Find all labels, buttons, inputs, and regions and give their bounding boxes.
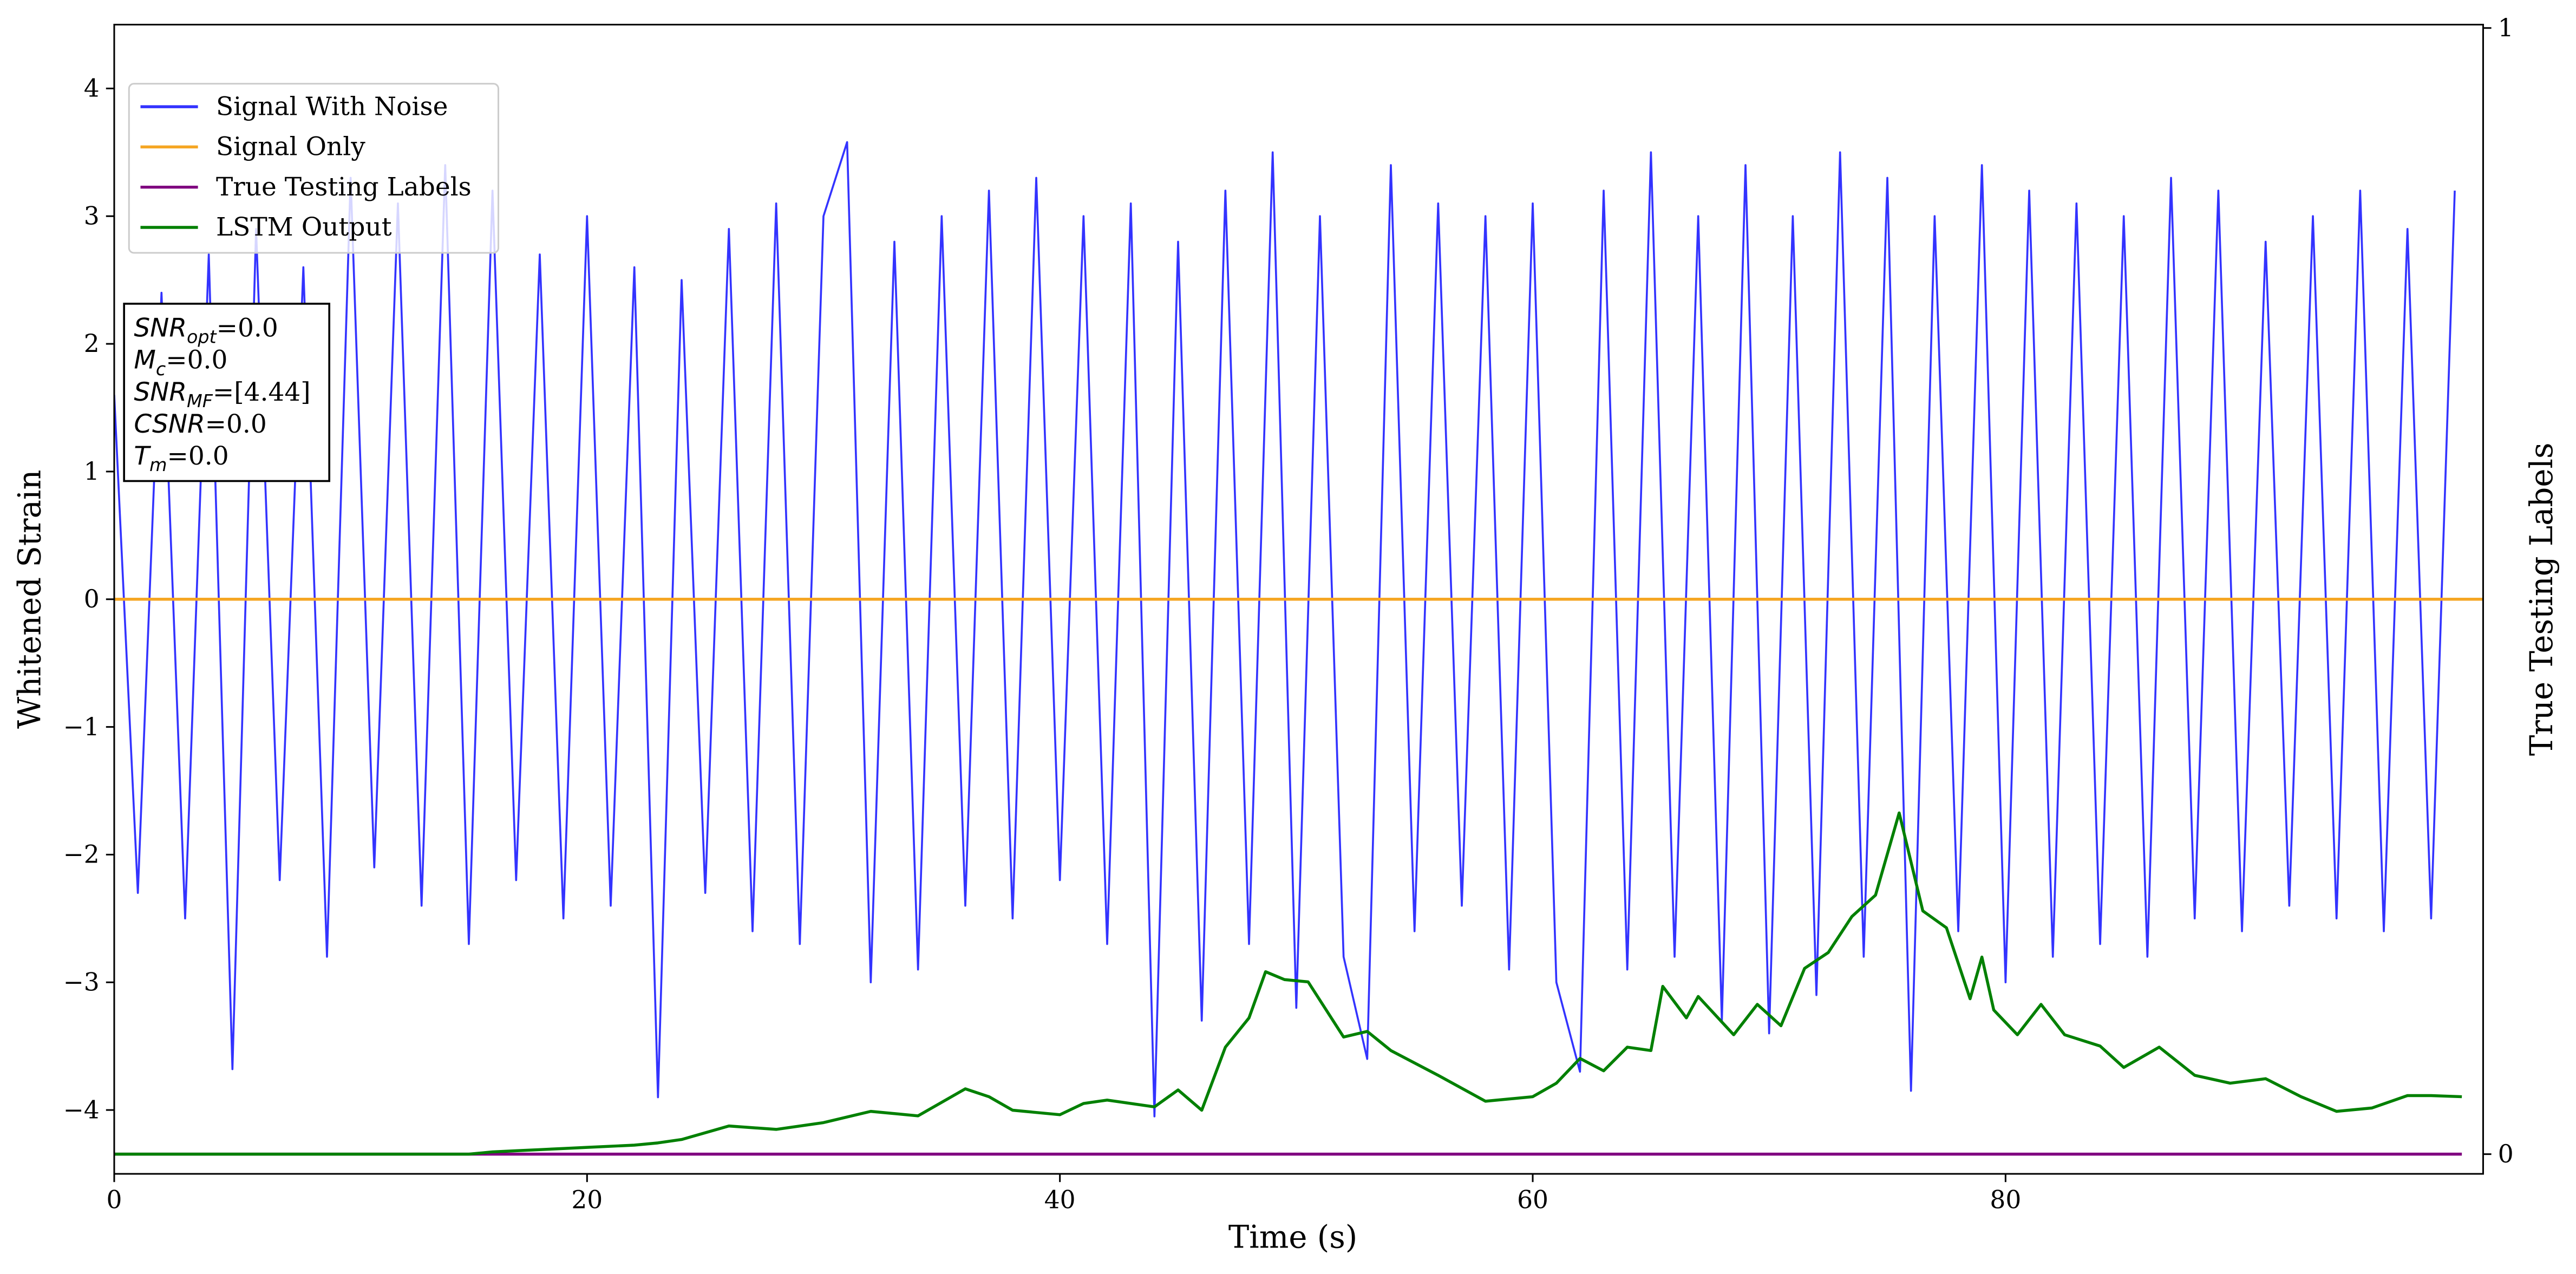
y-tick-label: 0 — [84, 585, 100, 613]
y-tick-label: 1 — [84, 457, 100, 486]
annotation-subscript: c — [156, 358, 166, 380]
y-tick-label: 3 — [84, 201, 100, 230]
annotation-value: =0.0 — [217, 313, 278, 343]
y-tick-label: −2 — [63, 840, 100, 869]
y-tick-label: −4 — [63, 1095, 100, 1124]
annotation-symbol: SNR — [134, 313, 187, 343]
y2-axis-label: True Testing Labels — [2523, 443, 2560, 756]
y2-tick-label: 0 — [2498, 1140, 2514, 1168]
legend-label: LSTM Output — [216, 212, 392, 242]
annotation-line: SNRopt=0.0 — [134, 313, 278, 348]
annotation-line: SNRMF=[4.44] — [134, 377, 310, 411]
y2-tick-label: 1 — [2498, 14, 2514, 42]
legend-label: True Testing Labels — [216, 172, 472, 202]
legend-label: Signal Only — [216, 132, 365, 162]
y-tick-label: 4 — [84, 74, 100, 103]
annotation-box — [123, 303, 331, 482]
annotation-value: =0.0 — [167, 441, 229, 471]
x-tick-label: 0 — [106, 1186, 122, 1214]
annotation-subscript: MF — [187, 390, 213, 411]
annotation-subscript: m — [149, 454, 167, 475]
annotation-value: =[4.44] — [213, 377, 311, 407]
annotation-value: =0.0 — [205, 409, 267, 439]
annotation-value: =0.0 — [166, 345, 227, 375]
annotation-symbol: SNR — [134, 377, 187, 407]
series-line — [114, 141, 2456, 1118]
legend-label: Signal With Noise — [216, 92, 448, 121]
x-tick-label: 60 — [1517, 1186, 1548, 1214]
annotation-line: Tm=0.0 — [134, 441, 228, 475]
legend-box — [128, 83, 500, 254]
x-axis-label: Time (s) — [1228, 1219, 1357, 1255]
x-tick-label: 80 — [1990, 1186, 2021, 1214]
annotation-line: Mc=0.0 — [134, 345, 227, 380]
annotation-line: CSNR=0.0 — [134, 409, 266, 439]
annotation-subscript: opt — [187, 326, 218, 348]
annotation-symbol: M — [134, 345, 156, 375]
x-tick-label: 20 — [571, 1186, 603, 1214]
y-axis-label: Whitened Strain — [12, 470, 48, 729]
annotation-symbol: CSNR — [134, 409, 205, 439]
y-tick-label: −3 — [63, 968, 100, 996]
y-tick-label: 2 — [84, 329, 100, 358]
series-line — [114, 811, 2462, 1156]
y-tick-label: −1 — [63, 713, 100, 741]
annotation-symbol: T — [134, 441, 151, 471]
x-tick-label: 40 — [1044, 1186, 1076, 1214]
